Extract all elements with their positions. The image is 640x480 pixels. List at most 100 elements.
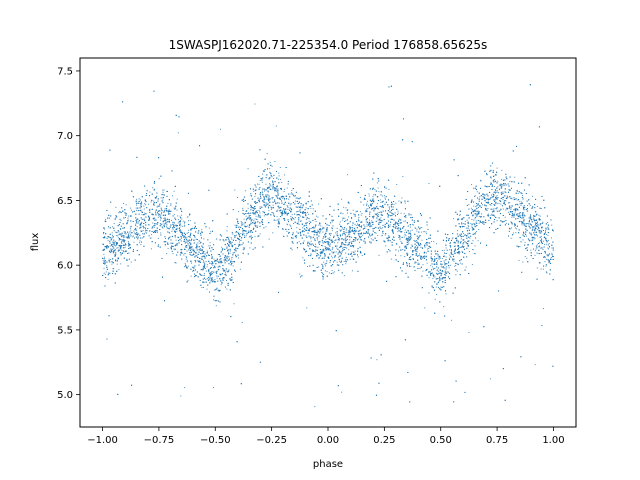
data-point xyxy=(510,209,512,211)
data-point xyxy=(196,244,198,246)
data-point xyxy=(461,219,463,221)
data-point xyxy=(496,198,498,200)
data-point xyxy=(244,236,246,238)
data-point xyxy=(417,219,419,221)
data-point xyxy=(136,221,138,223)
data-point xyxy=(186,256,188,258)
data-point xyxy=(147,203,149,205)
data-point xyxy=(306,227,308,229)
data-point xyxy=(440,274,442,276)
data-point xyxy=(418,244,420,246)
data-point xyxy=(321,263,323,265)
data-point xyxy=(226,280,227,282)
data-point xyxy=(329,243,331,245)
data-point xyxy=(176,227,178,229)
data-point xyxy=(530,224,532,226)
data-point xyxy=(525,230,527,232)
data-point xyxy=(108,258,110,260)
data-point xyxy=(482,196,484,198)
data-point xyxy=(416,230,418,232)
data-point xyxy=(201,231,203,233)
data-point xyxy=(259,233,261,235)
data-point xyxy=(443,261,445,263)
data-point xyxy=(450,255,452,257)
data-point xyxy=(333,271,335,273)
data-point xyxy=(136,219,138,221)
data-point xyxy=(336,233,338,235)
data-point xyxy=(422,264,424,266)
data-point xyxy=(269,161,271,163)
data-point xyxy=(253,220,255,222)
data-point xyxy=(156,206,158,208)
data-point xyxy=(256,225,258,227)
data-point xyxy=(376,359,378,361)
data-point xyxy=(174,209,176,211)
data-point xyxy=(196,245,198,247)
data-point xyxy=(320,225,322,227)
data-point xyxy=(300,205,302,207)
data-point xyxy=(174,236,176,238)
data-point xyxy=(220,284,222,286)
data-point xyxy=(419,267,421,269)
data-point xyxy=(504,183,506,185)
data-point xyxy=(430,241,432,243)
data-point xyxy=(228,252,230,254)
data-point xyxy=(191,262,193,264)
data-point xyxy=(449,264,451,266)
data-point xyxy=(460,241,462,243)
data-point xyxy=(218,290,220,292)
data-point xyxy=(455,274,457,276)
data-point xyxy=(166,227,168,229)
data-point xyxy=(305,214,307,216)
data-point xyxy=(383,195,385,197)
data-point xyxy=(361,213,363,215)
data-point xyxy=(289,224,291,226)
data-point xyxy=(296,231,298,233)
data-point xyxy=(343,275,345,277)
data-point xyxy=(268,210,270,212)
data-point xyxy=(133,241,135,243)
data-point xyxy=(225,256,227,258)
data-point xyxy=(551,253,553,255)
data-point xyxy=(407,243,409,245)
data-point xyxy=(471,229,473,231)
data-point xyxy=(420,246,422,248)
data-point xyxy=(221,246,223,248)
data-point xyxy=(495,208,497,210)
data-point xyxy=(283,208,285,210)
data-point xyxy=(216,272,218,274)
data-point xyxy=(439,257,441,259)
data-point xyxy=(312,208,314,210)
data-point xyxy=(542,308,544,310)
data-point xyxy=(393,203,395,205)
data-point xyxy=(341,219,343,221)
data-point xyxy=(376,203,378,205)
data-point xyxy=(254,103,256,105)
data-point xyxy=(455,264,457,266)
data-point xyxy=(540,268,542,270)
data-point xyxy=(188,229,190,231)
data-point xyxy=(152,187,154,189)
data-point xyxy=(498,202,500,204)
data-point xyxy=(262,173,264,175)
data-point xyxy=(172,229,174,231)
data-point xyxy=(254,236,256,238)
data-point xyxy=(505,200,507,202)
data-point xyxy=(345,259,347,261)
data-point xyxy=(242,249,244,251)
data-point xyxy=(438,280,440,282)
data-point xyxy=(237,227,239,229)
data-point xyxy=(390,211,392,213)
data-point xyxy=(373,208,375,210)
data-point xyxy=(291,214,293,216)
data-point xyxy=(404,255,406,257)
data-point xyxy=(199,247,201,249)
data-point xyxy=(118,269,120,271)
data-point xyxy=(539,242,541,244)
data-point xyxy=(166,253,168,255)
data-point xyxy=(229,252,231,254)
data-point xyxy=(180,240,182,242)
data-point xyxy=(541,247,543,249)
data-point xyxy=(516,190,518,192)
data-point xyxy=(339,223,341,225)
